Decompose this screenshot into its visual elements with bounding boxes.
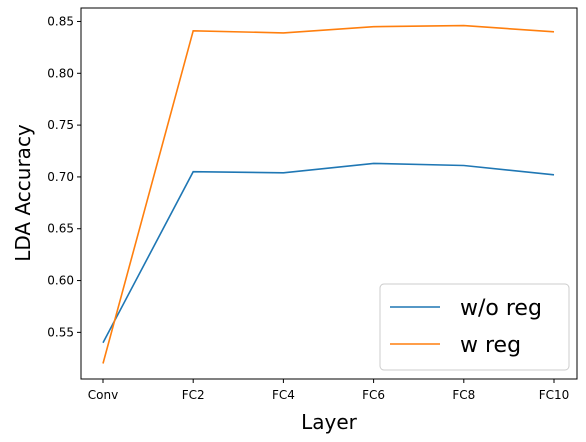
series-line-w-reg — [102, 24, 555, 364]
y-axis-title: LDA Accuracy — [11, 124, 35, 262]
y-tick-label: 0.70 — [47, 170, 74, 184]
legend-label: w/o reg — [460, 296, 542, 321]
x-tick-label: Conv — [88, 388, 118, 402]
legend-box — [379, 283, 570, 371]
y-tick-label: 0.85 — [47, 14, 74, 28]
x-axis-title: Layer — [301, 410, 358, 434]
x-axis: Conv FC2 FC4 FC6 FC8 FC10 — [88, 379, 570, 402]
y-axis: 0.55 0.60 0.65 0.70 0.75 0.80 0.85 — [47, 14, 81, 339]
x-tick-label: FC8 — [452, 388, 475, 402]
y-tick-label: 0.60 — [47, 274, 74, 288]
y-tick-label: 0.80 — [47, 66, 74, 80]
y-tick-label: 0.65 — [47, 222, 74, 236]
x-tick-label: FC10 — [539, 388, 570, 402]
series-line-wo-reg — [102, 162, 555, 344]
legend-label: w reg — [460, 333, 521, 358]
x-tick-label: FC4 — [272, 388, 295, 402]
series-layer — [102, 24, 555, 364]
legend: w/o reg w reg — [379, 283, 570, 371]
plot-area-frame — [80, 7, 578, 380]
y-tick-label: 0.55 — [47, 325, 74, 339]
x-tick-label: FC6 — [362, 388, 385, 402]
y-tick-label: 0.75 — [47, 118, 74, 132]
x-tick-label: FC2 — [182, 388, 205, 402]
